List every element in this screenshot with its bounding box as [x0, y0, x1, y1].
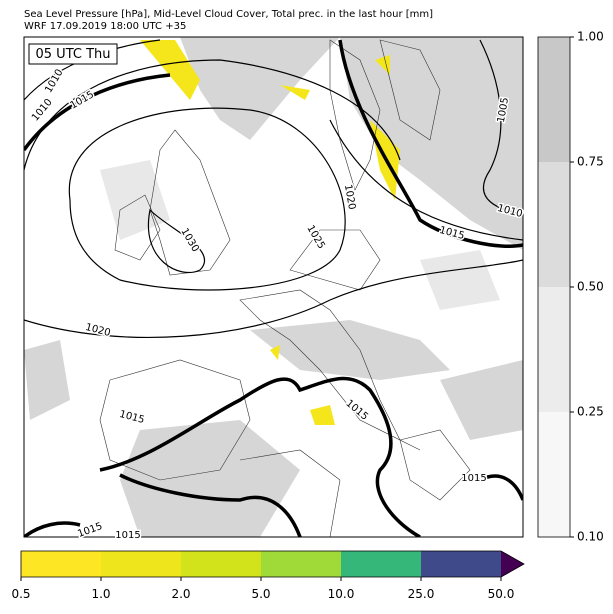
title: Sea Level Pressure [hPa], Mid-Level Clou… — [24, 9, 433, 20]
tick-label: 0.10 — [577, 530, 604, 544]
tick-label: 50.0 — [488, 587, 515, 601]
subtitle: WRF 17.09.2019 18:00 UTC +35 — [24, 21, 186, 32]
tick-label: 0.25 — [577, 405, 604, 419]
tick-label: 1.0 — [91, 587, 110, 601]
precip-colorbar: 0.5 1.0 2.0 5.0 10.0 25.0 50.0 — [11, 550, 525, 601]
tick-label: 0.50 — [577, 280, 604, 294]
cloud-colorbar: 1.00 0.75 0.50 0.25 0.10 — [537, 30, 604, 544]
tick-label: 2.0 — [171, 587, 190, 601]
tick-label: 5.0 — [251, 587, 270, 601]
isobar-label: 1015 — [461, 473, 486, 484]
tick-label: 10.0 — [328, 587, 355, 601]
tick-label: 25.0 — [408, 587, 435, 601]
tick-label: 0.5 — [11, 587, 30, 601]
isobars — [24, 39, 523, 537]
tick-label: 1.00 — [577, 30, 604, 44]
time-label: 05 UTC Thu — [36, 47, 111, 62]
isobar-label: 1015 — [115, 530, 140, 541]
tick-label: 0.75 — [577, 155, 604, 169]
